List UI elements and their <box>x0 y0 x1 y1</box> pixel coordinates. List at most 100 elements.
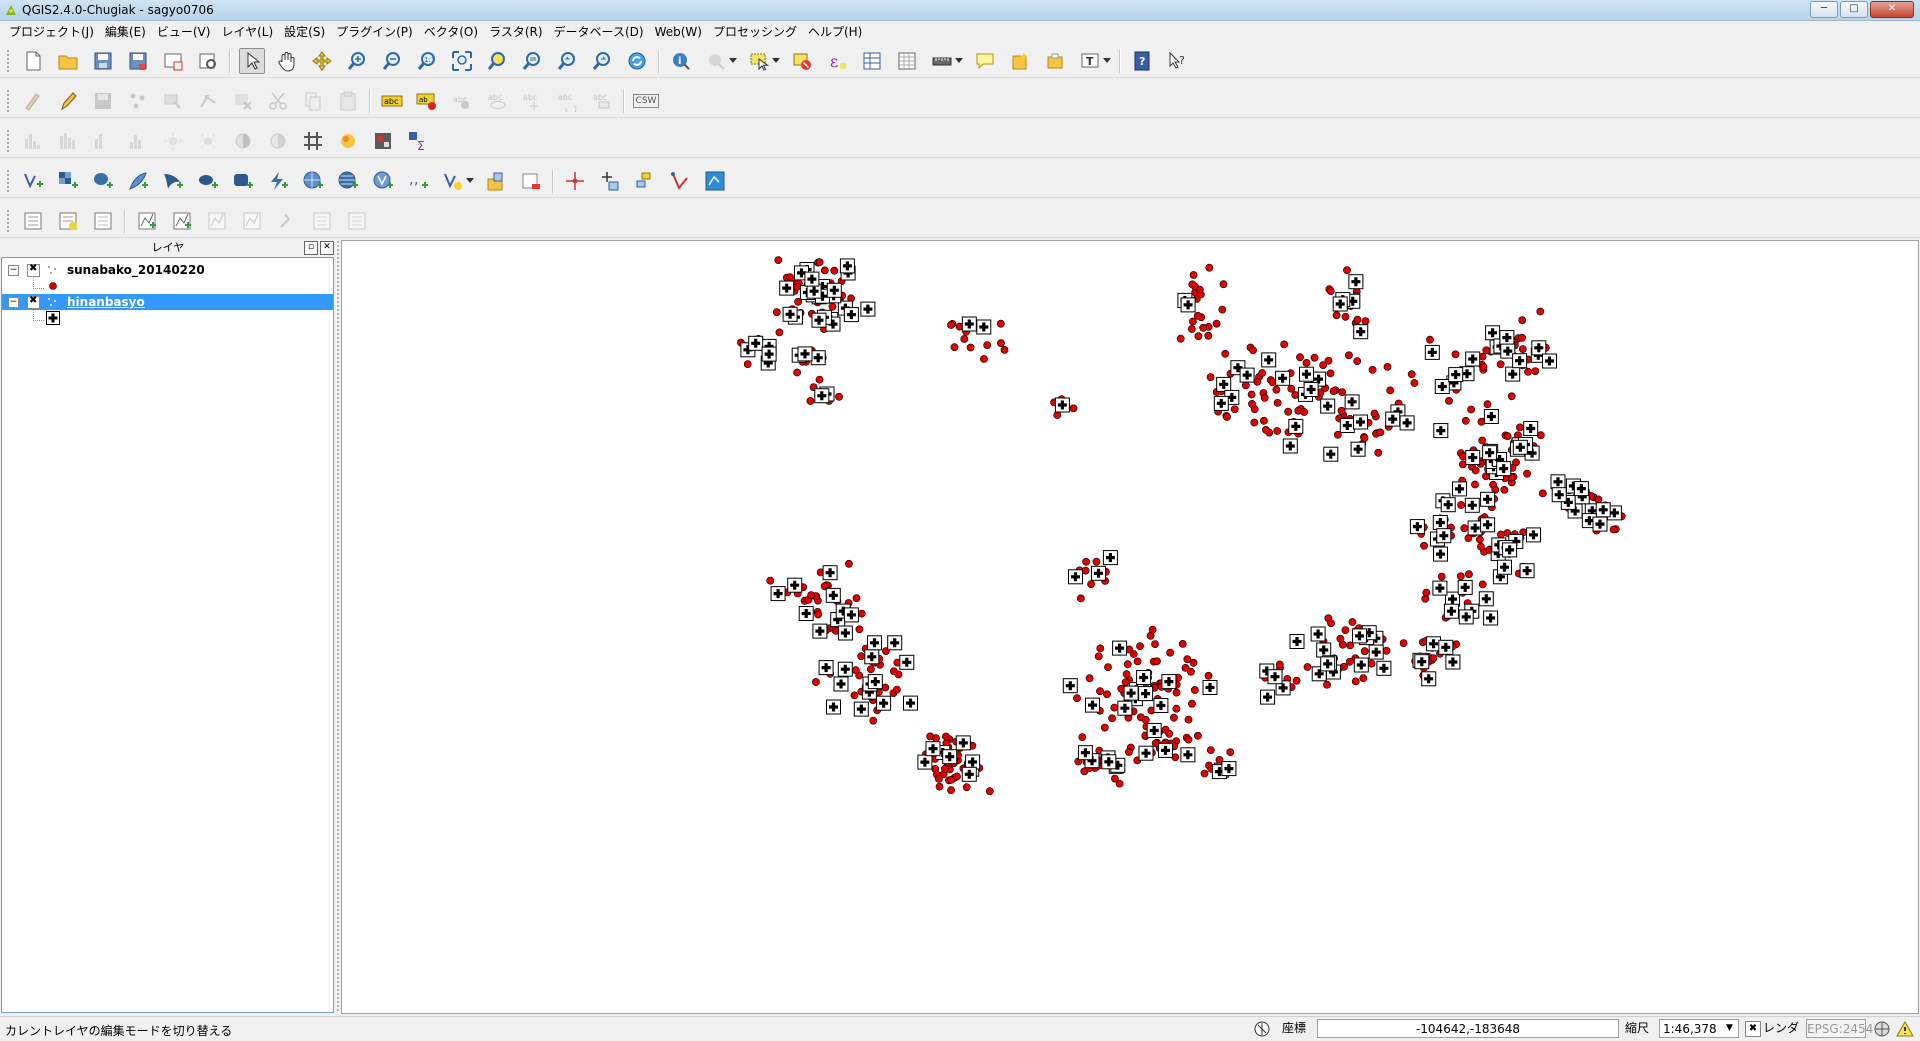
add-vector-layer-button[interactable] <box>20 168 46 194</box>
menu-settings[interactable]: 設定(S) <box>284 25 326 39</box>
menu-database[interactable]: データベース(D) <box>553 25 644 39</box>
chevron-down-icon[interactable] <box>955 58 963 63</box>
layers-tree[interactable]: − sunabako_20140220 − hinanbasyo <box>1 257 334 1013</box>
vector-tool-1-button[interactable] <box>134 208 160 234</box>
map-canvas[interactable] <box>341 240 1919 1014</box>
vector-tool-6-button[interactable] <box>309 208 335 234</box>
cut-features-button[interactable] <box>265 88 291 114</box>
minimize-button[interactable]: ─ <box>1810 1 1838 18</box>
remove-layer-button[interactable] <box>518 168 544 194</box>
add-mssql-button[interactable] <box>160 168 186 194</box>
crs-globe-icon[interactable] <box>1873 1020 1891 1038</box>
toolbar-grip[interactable] <box>6 208 11 233</box>
import-layer-button[interactable] <box>55 208 81 234</box>
layer-visibility-checkbox[interactable] <box>27 295 40 309</box>
heatmap-button[interactable] <box>335 128 361 154</box>
new-project-button[interactable] <box>20 48 46 74</box>
globe-plugin-button[interactable] <box>702 168 728 194</box>
show-bookmarks-button[interactable] <box>1042 48 1068 74</box>
toolbar-grip[interactable] <box>6 128 11 153</box>
histogram-stretch-button[interactable] <box>20 128 46 154</box>
chevron-down-icon[interactable] <box>772 58 780 63</box>
statistics-button[interactable]: Σ <box>405 128 431 154</box>
menu-help[interactable]: ヘルプ(H) <box>807 25 863 39</box>
coordinate-field[interactable]: -104642,-183648 <box>1317 1019 1619 1038</box>
zoom-next-button[interactable] <box>589 48 615 74</box>
vector-tool-5-button[interactable] <box>274 208 300 234</box>
open-attribute-table-button[interactable] <box>859 48 885 74</box>
move-label-button[interactable]: abc <box>519 88 545 114</box>
move-feature-button[interactable] <box>160 88 186 114</box>
decrease-contrast-button[interactable] <box>265 128 291 154</box>
db-manager-button[interactable] <box>20 208 46 234</box>
toggle-editing-button[interactable] <box>55 88 81 114</box>
add-spatialite-button[interactable] <box>125 168 151 194</box>
zoom-last-button[interactable] <box>554 48 580 74</box>
zoom-out-button[interactable] <box>379 48 405 74</box>
help-contents-button[interactable]: ? <box>1129 48 1155 74</box>
zoom-to-selection-button[interactable] <box>484 48 510 74</box>
menu-view[interactable]: ビュー(V) <box>156 25 211 39</box>
crs-button[interactable]: EPSG:2454 <box>1806 1019 1873 1038</box>
map-tips-button[interactable] <box>972 48 998 74</box>
add-wms-button[interactable] <box>300 168 326 194</box>
show-hide-labels-button[interactable]: abc <box>484 88 510 114</box>
field-calculator-button[interactable] <box>894 48 920 74</box>
new-bookmark-button[interactable] <box>1007 48 1033 74</box>
layer-labeling-button[interactable]: abc <box>379 88 405 114</box>
zoom-in-button[interactable] <box>344 48 370 74</box>
menu-vector[interactable]: ベクタ(O) <box>423 25 479 39</box>
menu-processing[interactable]: プロセッシング <box>712 25 797 39</box>
collapse-toggle[interactable]: − <box>8 297 19 308</box>
save-layer-edits-button[interactable] <box>90 88 116 114</box>
menu-web[interactable]: Web(W) <box>654 24 702 39</box>
toolbar-grip[interactable] <box>6 168 11 193</box>
save-as-button[interactable] <box>125 48 151 74</box>
pan-map-button[interactable] <box>239 47 265 74</box>
current-edits-button[interactable] <box>20 88 46 114</box>
layer-item-hinanbasyo[interactable]: − hinanbasyo <box>2 294 333 310</box>
text-annotation-button[interactable]: T <box>1077 48 1103 74</box>
toolbar-grip[interactable] <box>6 48 11 73</box>
run-feature-action-button[interactable] <box>703 48 729 74</box>
toggle-extents-icon[interactable] <box>1253 1020 1271 1038</box>
new-shapefile-button[interactable] <box>440 168 466 194</box>
menu-layer[interactable]: レイヤ(L) <box>221 25 274 39</box>
label-placement-button[interactable]: ab <box>414 88 440 114</box>
menu-project[interactable]: プロジェクト(J) <box>9 25 94 39</box>
histogram-stretch-full-button[interactable] <box>55 128 81 154</box>
add-wcs-button[interactable] <box>335 168 361 194</box>
collapse-toggle[interactable]: − <box>8 265 19 276</box>
delete-selected-button[interactable] <box>230 88 256 114</box>
node-tool-button[interactable] <box>195 88 221 114</box>
add-oracle-button[interactable] <box>195 168 221 194</box>
layer-visibility-checkbox[interactable] <box>27 263 40 277</box>
whats-this-button[interactable]: ? <box>1164 48 1190 74</box>
close-button[interactable]: ✕ <box>1870 1 1914 18</box>
add-postgis-button[interactable] <box>90 168 116 194</box>
decrease-brightness-button[interactable] <box>195 128 221 154</box>
vector-tool-3-button[interactable] <box>204 208 230 234</box>
panel-close-button[interactable]: ✕ <box>320 241 334 255</box>
deselect-button[interactable] <box>789 48 815 74</box>
georeferencer-button[interactable] <box>597 168 623 194</box>
offline-editing-button[interactable] <box>632 168 658 194</box>
add-wfs-button[interactable] <box>370 168 396 194</box>
raster-calculator-button[interactable] <box>370 128 396 154</box>
new-print-composer-button[interactable] <box>160 48 186 74</box>
increase-contrast-button[interactable] <box>230 128 256 154</box>
open-project-button[interactable] <box>55 48 81 74</box>
add-db2-button[interactable] <box>230 168 256 194</box>
vector-tool-2-button[interactable] <box>169 208 195 234</box>
zoom-native-button[interactable]: 1:1 <box>414 48 440 74</box>
pan-to-selection-button[interactable] <box>309 48 335 74</box>
add-delimited-text-button[interactable]: ,, <box>405 168 431 194</box>
toolbar-grip[interactable] <box>6 88 11 113</box>
graticule-button[interactable] <box>300 128 326 154</box>
panel-splitter[interactable] <box>336 240 340 1013</box>
scale-combobox[interactable]: 1:46,378 <box>1659 1019 1739 1038</box>
chevron-down-icon[interactable] <box>729 58 737 63</box>
add-raster-layer-button[interactable] <box>55 168 81 194</box>
rotate-label-button[interactable]: abc <box>554 88 580 114</box>
local-histogram-button[interactable] <box>90 128 116 154</box>
